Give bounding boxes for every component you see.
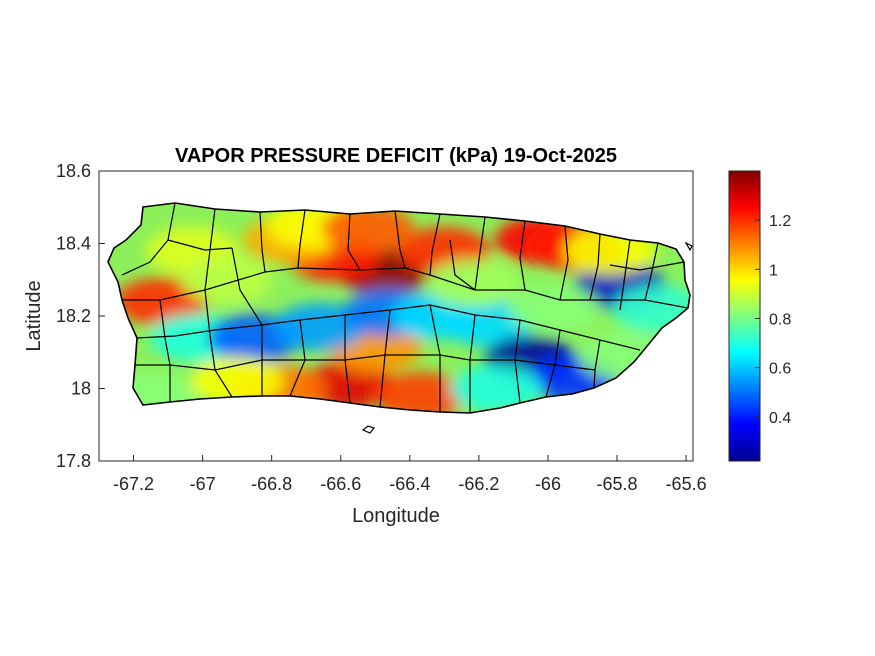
y-tick-label: 18.4 xyxy=(56,234,91,254)
y-tick-label: 18.2 xyxy=(56,306,91,326)
x-tick-label: -66.8 xyxy=(251,474,292,494)
x-tick-label: -66 xyxy=(535,474,561,494)
colorbar: 0.4 0.6 0.8 1 1.2 xyxy=(728,170,791,462)
vpd-sample xyxy=(180,255,273,304)
colorbar-tick-label: 0.4 xyxy=(769,410,791,427)
colorbar-ticks: 0.4 0.6 0.8 1 1.2 xyxy=(755,213,791,427)
x-tick-label: -67 xyxy=(190,474,216,494)
x-axis-label: Longitude xyxy=(352,505,440,527)
vpd-sample xyxy=(374,371,467,413)
y-axis-ticks: 17.8 18 18.2 18.4 18.6 xyxy=(56,161,105,471)
y-tick-label: 17.8 xyxy=(56,451,91,471)
x-tick-label: -65.6 xyxy=(666,474,707,494)
vpd-sample xyxy=(508,284,601,333)
x-tick-label: -66.6 xyxy=(320,474,361,494)
vpd-blobs xyxy=(108,203,690,413)
x-tick-label: -65.8 xyxy=(597,474,638,494)
colorbar-tick-label: 0.8 xyxy=(769,311,791,328)
y-tick-label: 18 xyxy=(71,379,91,399)
x-tick-label: -67.2 xyxy=(113,474,154,494)
vpd-sample xyxy=(115,277,208,326)
vieques-fragment xyxy=(361,425,376,434)
island-map xyxy=(107,202,693,434)
colorbar-tick-label: 0.6 xyxy=(769,361,791,378)
colorbar-bar xyxy=(728,170,761,462)
vpd-sample xyxy=(191,357,284,406)
x-tick-label: -66.2 xyxy=(458,474,499,494)
x-tick-label: -66.4 xyxy=(389,474,430,494)
island-outline xyxy=(107,202,691,414)
colorbar-tick-label: 1 xyxy=(769,262,778,279)
vpd-sample xyxy=(425,259,518,308)
colorbar-tick-label: 1.2 xyxy=(769,213,791,230)
y-axis-label: Latitude xyxy=(23,280,45,351)
x-axis-ticks: -67.2 -67 -66.8 -66.6 -66.4 -66.2 -66 -65.8 -65.… xyxy=(113,455,707,494)
municipal-boundaries xyxy=(121,202,689,413)
y-tick-label: 18.6 xyxy=(56,161,91,181)
chart-title: VAPOR PRESSURE DEFICIT (kPa) 19-Oct-2025 xyxy=(175,145,617,167)
vpd-sample xyxy=(322,205,415,253)
east-islet xyxy=(684,241,693,252)
